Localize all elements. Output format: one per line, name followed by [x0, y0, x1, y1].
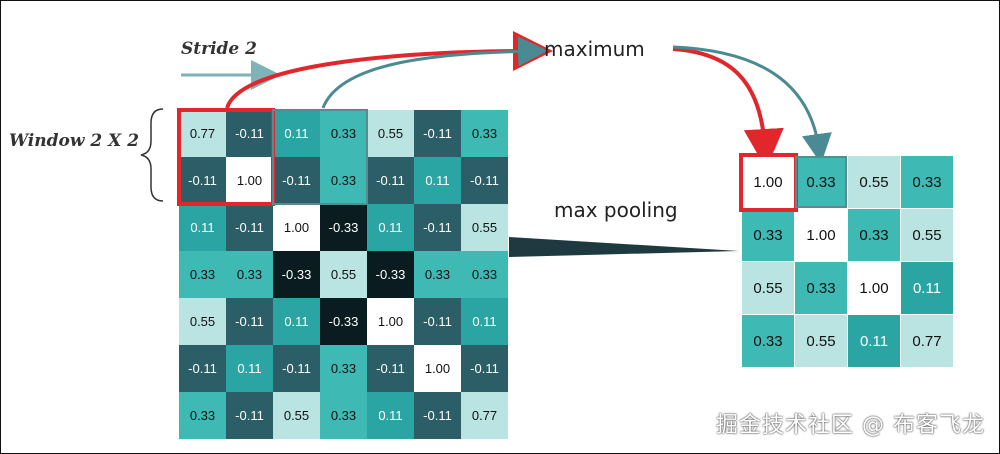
input-cell-r6-c4: 0.11 [367, 392, 414, 439]
input-cell-r2-c6: 0.55 [461, 204, 508, 251]
red-arrow-to-maximum [225, 31, 553, 109]
input-cell-r3-c4: -0.33 [367, 251, 414, 298]
input-cell-r6-c2: 0.55 [273, 392, 320, 439]
input-cell-r6-c6: 0.77 [461, 392, 508, 439]
output-cell-r0-c0: 1.00 [742, 156, 795, 209]
output-matrix: 1.00 0.33 0.55 0.33 0.33 1.00 0.33 0.55 0.55 0.33… [742, 156, 954, 368]
output-cell-r0-c1: 0.33 [795, 156, 848, 209]
input-cell-r2-c4: 0.11 [367, 204, 414, 251]
output-cell-r3-c2: 0.11 [848, 315, 901, 368]
input-cell-r1-c0: -0.11 [179, 157, 226, 204]
input-cell-r3-c6: 0.33 [461, 251, 508, 298]
input-cell-r3-c2: -0.33 [273, 251, 320, 298]
input-cell-r4-c6: 0.11 [461, 298, 508, 345]
input-cell-r1-c5: 0.11 [414, 157, 461, 204]
input-cell-r4-c4: 1.00 [367, 298, 414, 345]
input-cell-r0-c2: 0.11 [273, 110, 320, 157]
output-cell-r2-c1: 0.33 [795, 262, 848, 315]
input-cell-r0-c3: 0.33 [320, 110, 367, 157]
output-cell-r1-c0: 0.33 [742, 209, 795, 262]
teal-arrow-to-maximum [321, 36, 548, 109]
input-cell-r5-c1: 0.11 [226, 345, 273, 392]
input-cell-r4-c1: -0.11 [226, 298, 273, 345]
input-cell-r2-c2: 1.00 [273, 204, 320, 251]
output-highlight-red [739, 153, 798, 212]
input-cell-r0-c0: 0.77 [179, 110, 226, 157]
input-cell-r6-c0: 0.33 [179, 392, 226, 439]
input-cell-r5-c3: 0.33 [320, 345, 367, 392]
output-cell-r2-c0: 0.55 [742, 262, 795, 315]
input-cell-r4-c2: 0.11 [273, 298, 320, 345]
input-cell-r1-c2: -0.11 [273, 157, 320, 204]
input-cell-r5-c2: -0.11 [273, 345, 320, 392]
pooling-projection-shape [509, 237, 739, 257]
input-cell-r5-c0: -0.11 [179, 345, 226, 392]
input-cell-r3-c0: 0.33 [179, 251, 226, 298]
max-pooling-label: max pooling [554, 198, 678, 222]
window-highlight-red [177, 108, 275, 206]
watermark: 掘金技术社区 @ 布客飞龙 [716, 413, 985, 438]
output-cell-r1-c2: 0.33 [848, 209, 901, 262]
window-highlight-teal [272, 109, 368, 205]
output-cell-r3-c3: 0.77 [901, 315, 954, 368]
input-cell-r4-c5: -0.11 [414, 298, 461, 345]
input-matrix: 0.77 -0.11 0.11 0.33 0.55 -0.11 0.33 -0.11 1.00-… [179, 110, 508, 439]
output-cell-r2-c2: 1.00 [848, 262, 901, 315]
input-cell-r2-c5: -0.11 [414, 204, 461, 251]
input-cell-r1-c1: 1.00 [226, 157, 273, 204]
input-cell-r6-c1: -0.11 [226, 392, 273, 439]
input-cell-r3-c1: 0.33 [226, 251, 273, 298]
input-cell-r2-c1: -0.11 [226, 204, 273, 251]
output-cell-r0-c3: 0.33 [901, 156, 954, 209]
input-cell-r2-c0: 0.11 [179, 204, 226, 251]
input-cell-r0-c1: -0.11 [226, 110, 273, 157]
input-cell-r0-c5: -0.11 [414, 110, 461, 157]
input-cell-r4-c0: 0.55 [179, 298, 226, 345]
input-cell-r3-c3: 0.55 [320, 251, 367, 298]
output-cell-r3-c1: 0.55 [795, 315, 848, 368]
teal-arrow-to-output [672, 45, 832, 164]
output-cell-r1-c1: 1.00 [795, 209, 848, 262]
input-cell-r5-c5: 1.00 [414, 345, 461, 392]
input-cell-r1-c4: -0.11 [367, 157, 414, 204]
output-cell-r0-c2: 0.55 [848, 156, 901, 209]
output-cell-r1-c3: 0.55 [901, 209, 954, 262]
output-cell-r3-c0: 0.33 [742, 315, 795, 368]
input-cell-r6-c3: 0.33 [320, 392, 367, 439]
stride-label: Stride 2 [181, 39, 257, 59]
input-cell-r5-c6: -0.11 [461, 345, 508, 392]
window-brace [140, 108, 164, 202]
input-cell-r1-c3: 0.33 [320, 157, 367, 204]
input-cell-r4-c3: -0.33 [320, 298, 367, 345]
input-cell-r6-c5: -0.11 [414, 392, 461, 439]
input-cell-r3-c5: 0.33 [414, 251, 461, 298]
maximum-label: maximum [544, 37, 645, 61]
input-cell-r5-c4: -0.11 [367, 345, 414, 392]
window-label: Window 2 X 2 [9, 131, 140, 151]
input-cell-r0-c4: 0.55 [367, 110, 414, 157]
input-cell-r0-c6: 0.33 [461, 110, 508, 157]
red-arrow-to-output [672, 47, 784, 169]
output-highlight-teal [795, 156, 847, 208]
input-cell-r1-c6: -0.11 [461, 157, 508, 204]
output-cell-r2-c3: 0.11 [901, 262, 954, 315]
input-cell-r2-c3: -0.33 [320, 204, 367, 251]
